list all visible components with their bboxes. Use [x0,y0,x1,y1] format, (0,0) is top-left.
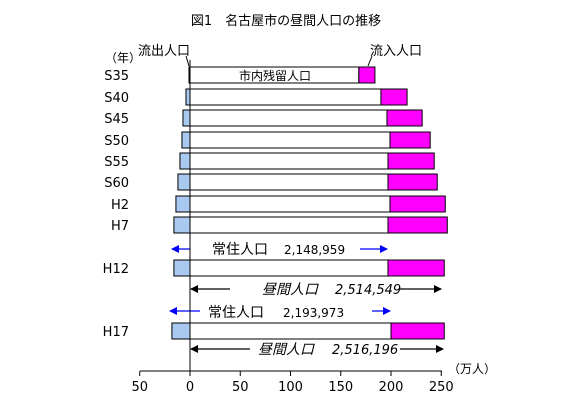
inside-bar-label: 市内残留人口 [239,68,311,83]
category-label-s50: S50 [104,134,129,149]
h12-resident-label: 常住人口 [212,242,268,258]
chart-title: 図1 名古屋市の昼間人口の推移 [191,13,381,29]
bar-remaining-s40 [189,88,382,106]
bar-inflow-h7 [387,216,448,234]
bar-outflow-s60 [177,173,191,191]
bar-inflow-s45 [386,109,423,127]
h17-daytime-label: 昼間人口 [258,342,315,358]
category-label-s60: S60 [104,176,129,191]
h17-resident-value: 2,193,973 [283,306,344,320]
category-label-h17: H17 [103,325,129,340]
bar-outflow-s45 [182,109,191,127]
unit-label: （万人） [448,362,496,376]
bar-inflow-s55 [387,152,435,170]
legend-outflow-pointer [185,55,190,67]
category-label-s55: S55 [104,155,129,170]
bar-remaining-s50 [189,131,391,149]
bar-outflow-h12 [173,259,191,277]
x-tick-label: 50 [131,380,148,395]
category-label-s45: S45 [104,112,129,127]
bar-inflow-h2 [389,195,446,213]
bar-outflow-s55 [179,152,191,170]
bar-outflow-h7 [173,216,191,234]
h12-daytime-value: 2,514,549 [335,283,401,298]
category-label-h12: H12 [103,262,129,277]
h12-resident-value: 2,148,959 [284,243,345,257]
x-tick-label: 0 [186,380,194,395]
x-tick-label: 50 [232,380,249,395]
bar-remaining-h7 [189,216,389,234]
legend-outflow-label: 流出人口 [138,44,190,59]
category-labels: S35 S40 S45 S50 S55 S60 H2 H7 H12 H17 [103,69,129,340]
category-label-s40: S40 [104,91,129,106]
legend-inflow-pointer [367,55,373,67]
year-axis-label: （年） [105,51,141,65]
bar-inflow-s35 [358,66,376,84]
legend-inflow-label: 流入人口 [370,44,422,59]
x-tick-label: 150 [328,380,353,395]
bar-remaining-h12 [189,259,389,277]
bar-inflow-s40 [380,88,408,106]
bar-inflow-h17 [390,322,445,340]
bar-outflow-h17 [171,322,191,340]
h17-resident-label: 常住人口 [208,305,264,321]
h17-daytime-value: 2,516,196 [332,343,398,358]
x-tick-label: 200 [379,380,404,395]
bar-remaining-s45 [189,109,388,127]
category-label-s35: S35 [104,69,129,84]
x-tick-label: 100 [278,380,303,395]
bar-outflow-s50 [181,131,191,149]
bar-remaining-s55 [189,152,389,170]
bar-inflow-s60 [387,173,438,191]
x-axis-ticks: 50 0 50 100 150 200 250 [131,371,454,395]
bar-remaining-h17 [189,322,392,340]
bar-inflow-s50 [389,131,431,149]
bar-remaining-h2 [189,195,391,213]
h12-daytime-label: 昼間人口 [262,282,319,298]
bar-outflow-s40 [185,88,191,106]
bar-inflow-h12 [387,259,445,277]
category-label-h2: H2 [111,198,129,213]
category-label-h7: H7 [111,219,129,234]
bar-remaining-s60 [189,173,389,191]
x-tick-label: 250 [429,380,454,395]
bar-outflow-h2 [175,195,191,213]
bar-group [171,66,448,340]
